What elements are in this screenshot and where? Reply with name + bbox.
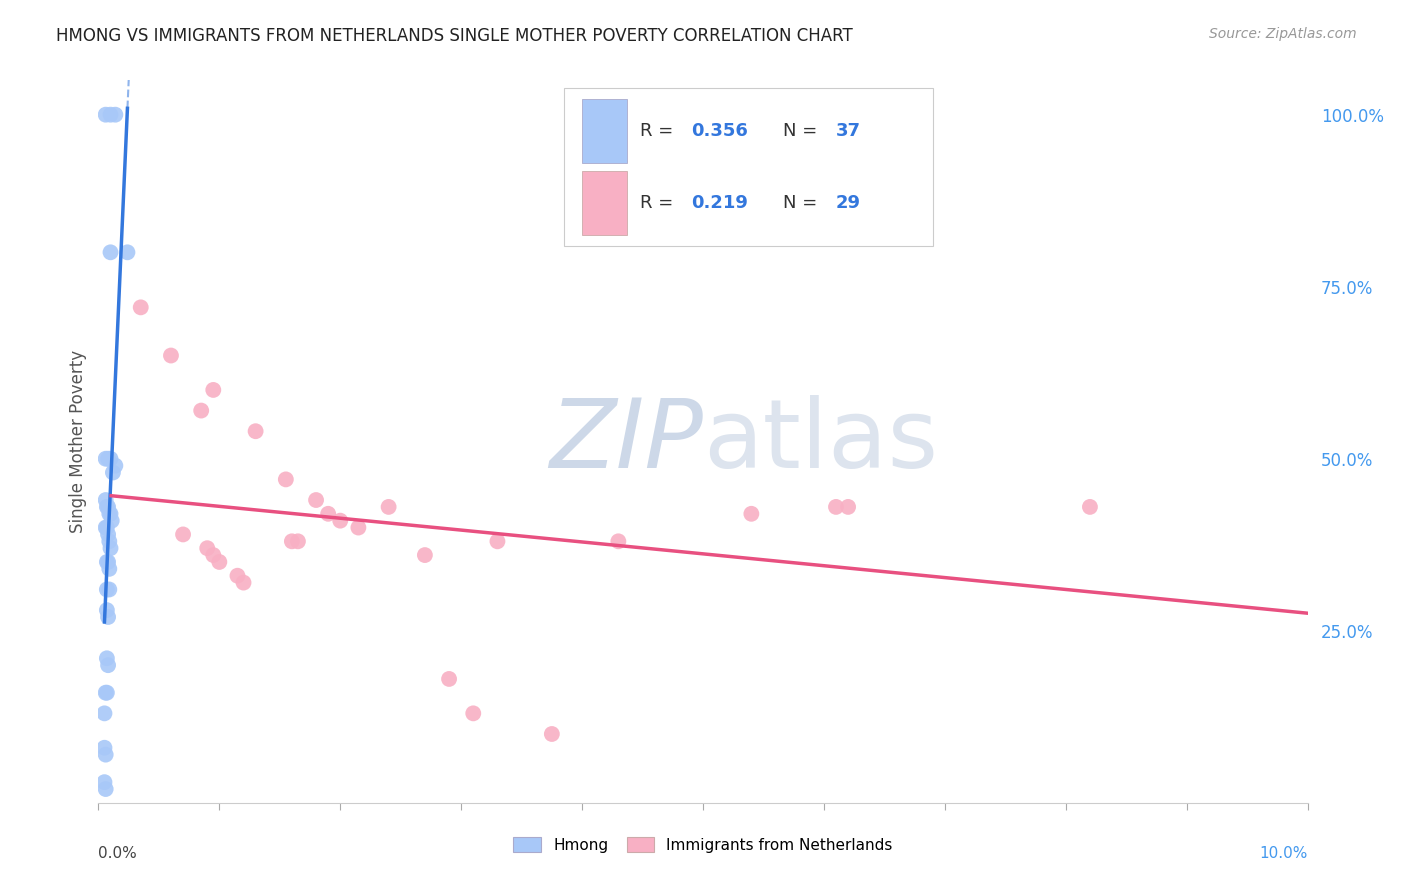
Point xyxy=(100,541,122,556)
Point xyxy=(437,672,460,686)
Point xyxy=(101,466,124,480)
Point xyxy=(232,575,254,590)
Text: R =: R = xyxy=(640,122,679,140)
Point xyxy=(96,603,118,617)
Point xyxy=(281,534,304,549)
Text: 37: 37 xyxy=(837,122,860,140)
Text: 0.219: 0.219 xyxy=(690,194,748,212)
Point xyxy=(1078,500,1101,514)
Point xyxy=(100,108,122,122)
Text: atlas: atlas xyxy=(703,395,938,488)
Point xyxy=(97,555,120,569)
Point xyxy=(540,727,562,741)
Point xyxy=(93,740,115,755)
Text: R =: R = xyxy=(640,194,679,212)
Point xyxy=(486,534,509,549)
Y-axis label: Single Mother Poverty: Single Mother Poverty xyxy=(69,350,87,533)
Text: 0.356: 0.356 xyxy=(690,122,748,140)
Point xyxy=(94,451,117,466)
Point xyxy=(172,527,194,541)
Point xyxy=(93,775,115,789)
Point xyxy=(94,520,117,534)
Point xyxy=(98,534,121,549)
Point xyxy=(98,582,121,597)
Point xyxy=(104,458,127,473)
Point xyxy=(104,108,127,122)
Point xyxy=(305,493,328,508)
Point xyxy=(97,527,120,541)
Text: HMONG VS IMMIGRANTS FROM NETHERLANDS SINGLE MOTHER POVERTY CORRELATION CHART: HMONG VS IMMIGRANTS FROM NETHERLANDS SIN… xyxy=(56,27,853,45)
Point xyxy=(96,582,118,597)
FancyBboxPatch shape xyxy=(564,87,932,246)
Point xyxy=(274,472,297,486)
Point xyxy=(129,301,152,315)
Point xyxy=(100,245,122,260)
Point xyxy=(607,534,630,549)
Point xyxy=(97,451,120,466)
Point xyxy=(96,651,118,665)
Point xyxy=(94,747,117,762)
Point xyxy=(190,403,212,417)
FancyBboxPatch shape xyxy=(582,99,627,163)
Point xyxy=(98,507,121,521)
Point xyxy=(413,548,436,562)
Point xyxy=(96,520,118,534)
Point xyxy=(226,568,249,582)
Point xyxy=(740,507,762,521)
Point xyxy=(837,500,859,514)
Point xyxy=(208,555,231,569)
Point xyxy=(117,245,139,260)
Point xyxy=(825,500,848,514)
Point xyxy=(377,500,399,514)
Point xyxy=(316,507,339,521)
Text: ZIP: ZIP xyxy=(550,395,703,488)
Point xyxy=(94,493,117,508)
Point xyxy=(100,451,122,466)
Point xyxy=(98,562,121,576)
Point xyxy=(93,706,115,721)
Point xyxy=(97,610,120,624)
Point xyxy=(96,500,118,514)
Text: N =: N = xyxy=(783,194,823,212)
Text: N =: N = xyxy=(783,122,823,140)
Legend: Hmong, Immigrants from Netherlands: Hmong, Immigrants from Netherlands xyxy=(506,829,900,860)
Point xyxy=(96,555,118,569)
Point xyxy=(100,514,122,528)
FancyBboxPatch shape xyxy=(582,171,627,235)
Point xyxy=(195,541,218,556)
Point xyxy=(94,782,117,797)
Text: 0.0%: 0.0% xyxy=(98,847,138,861)
Point xyxy=(94,686,117,700)
Point xyxy=(202,383,225,397)
Point xyxy=(160,349,183,363)
Point xyxy=(245,424,267,438)
Point xyxy=(100,507,122,521)
Point xyxy=(97,658,120,673)
Point xyxy=(287,534,309,549)
Point xyxy=(347,520,370,534)
Text: 29: 29 xyxy=(837,194,860,212)
Point xyxy=(329,514,352,528)
Point xyxy=(94,108,117,122)
Point xyxy=(463,706,485,721)
Point xyxy=(96,686,118,700)
Point xyxy=(202,548,225,562)
Text: 10.0%: 10.0% xyxy=(1260,847,1308,861)
Text: Source: ZipAtlas.com: Source: ZipAtlas.com xyxy=(1209,27,1357,41)
Point xyxy=(97,500,120,514)
